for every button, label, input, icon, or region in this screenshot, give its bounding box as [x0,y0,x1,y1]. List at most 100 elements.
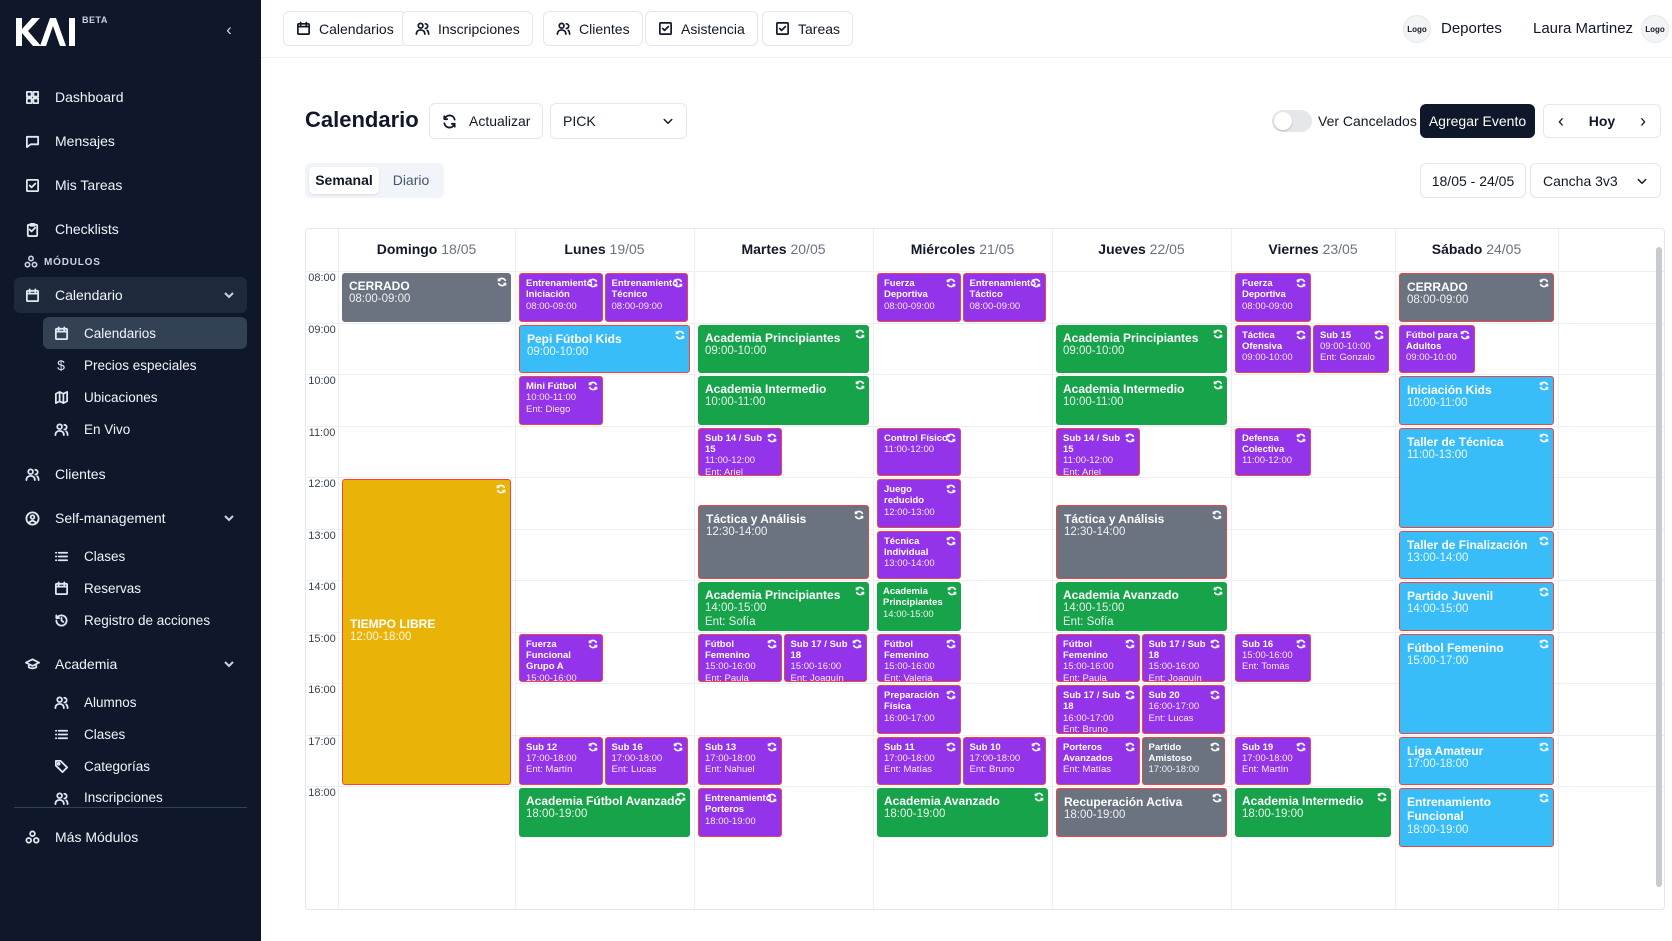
sidebar-item-checklists[interactable]: Checklists [14,211,247,247]
tab-inscripciones[interactable]: Inscripciones [402,11,533,46]
sidebar-item-mensajes[interactable]: Mensajes [14,123,247,159]
calendar-event[interactable]: TIEMPO LIBRE 12:00-18:00 [342,479,511,785]
calendar-event[interactable]: Fútbol Femenino 15:00-17:00 [1399,633,1554,734]
sidebar-item-academia[interactable]: Academia [14,646,247,682]
calendar-event[interactable]: Academia Fútbol Avanzado 18:00-19:00 [519,788,690,837]
sidebar-item-calendarios[interactable]: Calendarios [43,317,247,349]
calendar-event[interactable]: Sub 17 / Sub 18 15:00-16:00 Ent: Joaquín [1141,633,1225,682]
calendar-event[interactable]: Entrenamiento Funcional 18:00-19:00 [1399,788,1554,847]
calendar-event[interactable]: Sub 13 17:00-18:00 Ent: Nahuel [698,736,782,785]
calendar-event[interactable]: Entrenamiento Técnico 08:00-09:00 [604,273,688,322]
sidebar-item-en-vivo[interactable]: En Vivo [43,413,247,445]
calendar-event[interactable]: Entrenamiento Iniciación 08:00-09:00 [519,273,603,322]
calendar-event[interactable]: Partido Amistoso 17:00-18:00 [1141,736,1225,785]
date-range-picker[interactable]: 18/05 - 24/05 [1420,163,1526,198]
calendar-event[interactable]: Sub 19 17:00-18:00 Ent: Martín [1235,736,1311,785]
calendar-event[interactable]: Fuerza Deportiva 08:00-09:00 [1235,273,1311,322]
sidebar-item-dashboard[interactable]: Dashboard [14,79,247,115]
sidebar-item-mas-modulos[interactable]: Más Módulos [14,819,247,855]
calendar-event[interactable]: Fútbol Femenino 15:00-16:00 Ent: Paula [698,633,782,682]
tab-diario[interactable]: Diario [392,172,430,188]
day-header[interactable]: Martes 20/05 [694,241,873,257]
sidebar-item-self-management[interactable]: Self-management [14,500,247,536]
calendar-event[interactable]: Sub 10 17:00-18:00 Ent: Bruno [962,736,1046,785]
calendar-event[interactable]: Fútbol Femenino 15:00-16:00 Ent: Paula [1056,633,1140,682]
add-event-button[interactable]: Agregar Evento [1420,104,1535,138]
calendar-event[interactable]: Control Físico 11:00-12:00 [877,427,961,476]
calendar-event[interactable]: CERRADO 08:00-09:00 [342,273,511,322]
sidebar-item-inscripciones[interactable]: Inscripciones [43,782,247,806]
day-header[interactable]: Jueves 22/05 [1052,241,1231,257]
sidebar-item-alumnos[interactable]: Alumnos [43,686,247,718]
calendar-event[interactable]: Sub 12 17:00-18:00 Ent: Martín [519,736,603,785]
calendar-event[interactable]: Academia Principiantes 09:00-10:00 [1056,324,1227,373]
sidebar-item-mis-tareas[interactable]: Mis Tareas [14,167,247,203]
calendar-event[interactable]: Fuerza Deportiva 08:00-09:00 [877,273,961,322]
calendar-select[interactable]: PICK [550,103,687,139]
calendar-event[interactable]: Defensa Colectiva 11:00-12:00 [1235,427,1311,476]
calendar-event[interactable]: Sub 16 17:00-18:00 Ent: Lucas [604,736,688,785]
calendar-event[interactable]: Técnica Individual 13:00-14:00 [877,530,961,579]
calendar-scrollbar[interactable] [1655,229,1663,909]
calendar-event[interactable]: Juego reducido 12:00-13:00 [877,479,961,528]
calendar-event[interactable]: Academia Avanzado 18:00-19:00 [877,788,1048,837]
calendar-event[interactable]: Liga Amateur 17:00-18:00 [1399,736,1554,785]
calendar-event[interactable]: Academia Intermedio 10:00-11:00 [1056,376,1227,425]
tab-tareas[interactable]: Tareas [762,11,854,46]
court-select[interactable]: Cancha 3v3 [1530,163,1661,198]
collapse-sidebar-icon[interactable]: ‹ [226,20,232,39]
calendar-event[interactable]: Recuperación Activa 18:00-19:00 [1056,788,1227,837]
sidebar-item-academia-clases[interactable]: Clases [43,718,247,750]
day-header[interactable]: Lunes 19/05 [515,241,694,257]
sidebar-item-precios-especiales[interactable]: $ Precios especiales [43,349,247,381]
calendar-event[interactable]: Sub 15 09:00-10:00 Ent: Gonzalo [1313,324,1389,373]
calendar-event[interactable]: Preparación Física 16:00-17:00 [877,685,961,734]
calendar-event[interactable]: Sub 14 / Sub 15 11:00-12:00 Ent: Ariel [1056,427,1140,476]
calendar-event[interactable]: Academia Intermedio 10:00-11:00 [698,376,869,425]
calendar-event[interactable]: Porteros Avanzados Ent: Matías [1056,736,1140,785]
calendar-event[interactable]: Táctica y Análisis 12:30-14:00 [1056,504,1227,579]
calendar-event[interactable]: Táctica y Análisis 12:30-14:00 [698,504,869,579]
calendar-event[interactable]: Sub 16 15:00-16:00 Ent: Tomás [1235,633,1311,682]
sidebar-item-categorias[interactable]: Categorías [43,750,247,782]
calendar-event[interactable]: Táctica Ofensiva 09:00-10:00 [1235,324,1311,373]
calendar-event[interactable]: Academia Principiantes 14:00-15:00 Ent: So… [698,582,869,631]
tab-clientes[interactable]: Clientes [543,11,643,46]
calendar-event[interactable]: Fútbol Femenino 15:00-16:00 Ent: Valeria [877,633,961,682]
day-header[interactable]: Miércoles 21/05 [873,241,1052,257]
user-avatar[interactable]: Logo [1641,15,1669,43]
calendar-event[interactable]: Iniciación Kids 10:00-11:00 [1399,376,1554,425]
calendar-event[interactable]: Academia Avanzado 14:00-15:00 Ent: Sofía [1056,582,1227,631]
cancelled-toggle[interactable] [1272,110,1312,132]
today-button[interactable]: Hoy [1588,113,1616,129]
calendar-event[interactable]: Academia Principiantes 09:00-10:00 [698,324,869,373]
prev-icon[interactable]: ‹ [1558,110,1564,131]
calendar-event[interactable]: Pepi Fútbol Kids 09:00-10:00 [519,324,690,373]
calendar-event[interactable]: Academia Principiantes 14:00-15:00 [877,582,961,631]
scrollbar-thumb[interactable] [1656,247,1662,887]
tab-asistencia[interactable]: Asistencia [645,11,758,46]
sidebar-item-registro-de-acciones[interactable]: Registro de acciones [43,604,247,636]
day-header[interactable]: Sábado 24/05 [1395,241,1558,257]
calendar-event[interactable]: Fuerza Funcional Grupo A 15:00-16:00 [519,633,603,682]
org-name[interactable]: Deportes [1441,20,1502,37]
sidebar-item-clases[interactable]: Clases [43,540,247,572]
calendar-event[interactable]: Sub 17 / Sub 18 15:00-16:00 Ent: Joaquín [783,633,867,682]
calendar-event[interactable]: Sub 14 / Sub 15 11:00-12:00 Ent: Ariel [698,427,782,476]
calendar-event[interactable]: Taller de Técnica 11:00-13:00 [1399,427,1554,528]
calendar-event[interactable]: Sub 20 16:00-17:00 Ent: Lucas [1141,685,1225,734]
day-header[interactable]: Viernes 23/05 [1231,241,1395,257]
tab-semanal[interactable]: Semanal [309,167,379,194]
calendar-event[interactable]: Academia Intermedio 18:00-19:00 [1235,788,1391,837]
tab-calendarios[interactable]: Calendarios [283,11,407,46]
next-icon[interactable]: › [1640,110,1646,131]
calendar-event[interactable]: Fútbol para Adultos 09:00-10:00 [1399,324,1475,373]
calendar-event[interactable]: Entrenamiento Porteros 18:00-19:00 [698,788,782,837]
sidebar-item-reservas[interactable]: Reservas [43,572,247,604]
calendar-event[interactable]: Partido Juvenil 14:00-15:00 [1399,582,1554,631]
user-name[interactable]: Laura Martinez [1533,20,1634,37]
calendar-event[interactable]: Taller de Finalización 13:00-14:00 [1399,530,1554,579]
calendar-event[interactable]: Entrenamiento Táctico 08:00-09:00 [962,273,1046,322]
day-header[interactable]: Domingo 18/05 [338,241,515,257]
calendar-event[interactable]: Sub 17 / Sub 18 16:00-17:00 Ent: Bruno [1056,685,1140,734]
